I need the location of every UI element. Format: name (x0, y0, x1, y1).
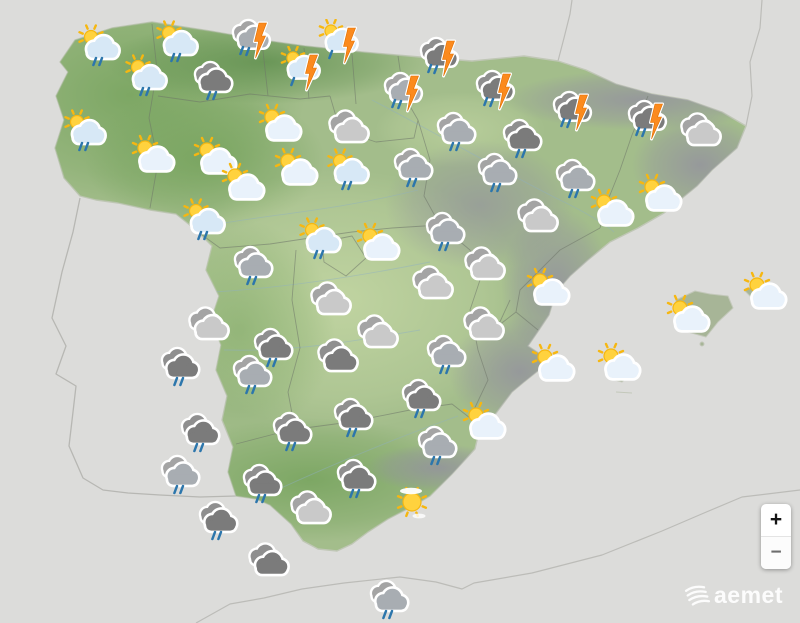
weather-icon-cloud (513, 193, 561, 241)
weather-icon-sun-cloud (595, 342, 643, 390)
zoom-out-button[interactable]: − (761, 536, 791, 569)
weather-icon-cloud-storm-dark (624, 95, 672, 143)
weather-icon-sun-cloud-rain (76, 24, 124, 72)
weather-icon-cloud-rain (432, 107, 480, 155)
weather-icon-cloud-rain (156, 450, 204, 498)
zoom-in-button[interactable]: + (761, 504, 791, 536)
weather-icon-sun-cloud-storm (317, 19, 365, 67)
weather-icon-cloud-storm-dark (549, 86, 597, 134)
map-zoom-control: + − (761, 504, 791, 569)
africa-coastline (195, 489, 800, 623)
weather-icon-cloud (408, 260, 456, 308)
weather-icon-cloud (460, 241, 508, 289)
weather-icon-cloud-rain-dark (156, 342, 204, 390)
weather-icon-sun-cloud-rain (297, 217, 345, 265)
weather-icon-sun-cloud-rain (154, 20, 202, 68)
weather-icon-cloud (676, 107, 724, 155)
weather-icon-cloud-rain (228, 350, 276, 398)
weather-icon-cloud-rain (365, 575, 413, 623)
weather-icon-cloud-storm (380, 67, 428, 115)
france-coastline (557, 0, 763, 127)
weather-icon-sun-cloud-rain (181, 198, 229, 246)
weather-icon-sun-cloud (588, 188, 636, 236)
weather-icon-sun-cloud (129, 134, 177, 182)
aemet-watermark: aemet (684, 582, 783, 609)
weather-icon-cloud-rain (413, 421, 461, 469)
weather-icon-cloud-rain-dark (498, 114, 546, 162)
weather-icon-cloud-rain (551, 154, 599, 202)
aemet-brand-text: aemet (714, 582, 783, 608)
weather-icon-sun-cloud (354, 222, 402, 270)
weather-icon-cloud-rain-dark (249, 323, 297, 371)
weather-icon-cloud-rain (389, 143, 437, 191)
portugal-coastline (51, 197, 237, 498)
weather-icon-cloud-storm-dark (472, 65, 520, 113)
weather-icon-cloud-rain (473, 148, 521, 196)
weather-icon-sun-cloud (256, 103, 304, 151)
weather-icon-cloud-rain-dark (397, 374, 445, 422)
aemet-logo-icon (684, 585, 711, 606)
weather-icon-sun-cloud-rain (123, 54, 171, 102)
weather-icon-sun-cloud (664, 294, 712, 342)
weather-icon-cloud-rain-dark (268, 407, 316, 455)
weather-icon-cloud (459, 301, 507, 349)
weather-icon-cloud-dark (313, 333, 361, 381)
weather-icon-cloud-storm-dark (416, 32, 464, 80)
weather-icon-sun-cloud-storm (279, 46, 327, 94)
weather-icon-cloud (184, 301, 232, 349)
weather-icon-sun-cloud-rain (62, 109, 110, 157)
weather-icon-cloud-rain (229, 241, 277, 289)
weather-icon-sun-cloud (524, 267, 572, 315)
weather-icon-cloud (353, 309, 401, 357)
weather-icon-sun-cloud (191, 136, 239, 184)
weather-icon-sun-cloud (272, 147, 320, 195)
weather-icon-cloud-rain-dark (176, 408, 224, 456)
weather-icon-sun-cloud (529, 343, 577, 391)
weather-icon-cloud-rain (421, 207, 469, 255)
weather-icon-cloud (306, 276, 354, 324)
weather-icon-cloud (324, 104, 372, 152)
weather-icon-sun-cloud (741, 271, 789, 319)
weather-icon-cloud-rain-dark (238, 459, 286, 507)
weather-icon-cloud-rain (422, 330, 470, 378)
weather-icon-cloud (286, 485, 334, 533)
weather-icon-cloud-rain-dark (189, 56, 237, 104)
weather-icon-sun-cloud-rain (325, 148, 373, 196)
weather-icon-sun-cloud (219, 162, 267, 210)
weather-icon-cloud-rain-dark (329, 393, 377, 441)
weather-icon-cloud-rain-dark (194, 496, 242, 544)
weather-icon-sun-cloud (636, 173, 684, 221)
weather-icon-sun-cloud (460, 401, 508, 449)
weather-icon-cloud-storm (228, 14, 276, 62)
weather-icon-cloud-rain-dark (332, 454, 380, 502)
weather-icon-sun (388, 476, 436, 524)
weather-icon-cloud-dark (244, 537, 292, 585)
